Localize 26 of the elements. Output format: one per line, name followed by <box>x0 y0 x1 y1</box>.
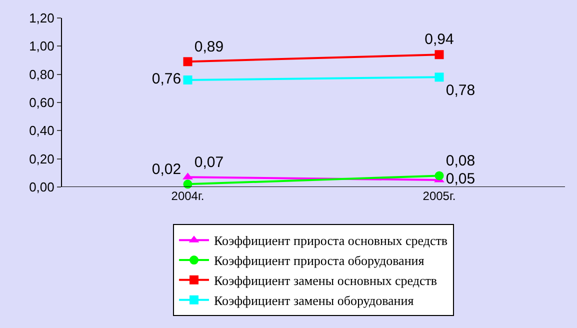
x-tick-label: 2005г. <box>422 189 456 203</box>
point <box>434 72 444 82</box>
data-label: 0,76 <box>152 70 182 88</box>
data-label: 0,07 <box>194 154 224 171</box>
data-label: 0,78 <box>446 82 476 100</box>
y-tick-label: 0,80 <box>29 66 54 82</box>
data-label: 0,94 <box>424 31 454 48</box>
legend-label: Коэффициент прироста оборудования <box>214 253 424 268</box>
y-tick-label: 0,00 <box>29 180 54 195</box>
point <box>183 75 192 84</box>
legend-label: Коэффициент прироста основных средств <box>214 233 448 248</box>
y-tick-label: 0,20 <box>29 151 54 166</box>
legend-label: Коэффициент замены основных средств <box>214 273 438 288</box>
data-label: 0,89 <box>194 38 224 56</box>
x-tick-label: 2004г. <box>171 189 204 203</box>
y-tick-label: 0,40 <box>29 123 54 138</box>
data-label: 0,05 <box>446 170 476 188</box>
y-tick-label: 1,00 <box>29 38 54 54</box>
y-tick-label: 0,60 <box>29 95 54 110</box>
point <box>183 180 192 189</box>
data-label: 0,02 <box>152 160 182 178</box>
y-tick-label: 1,20 <box>29 10 54 26</box>
point <box>183 57 192 66</box>
point <box>434 50 444 60</box>
legend-label: Коэффициент замены оборудования <box>214 292 414 308</box>
data-label: 0,08 <box>446 152 476 170</box>
